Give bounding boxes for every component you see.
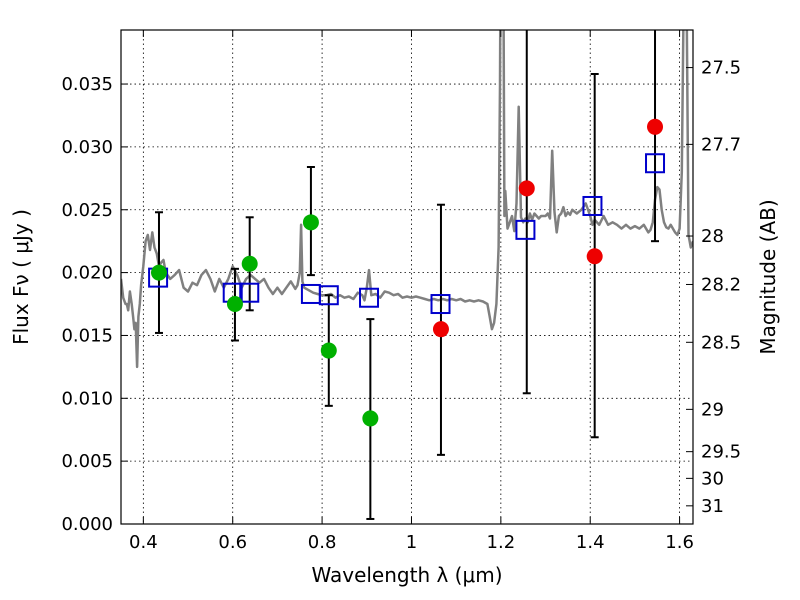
synthetic-square [239, 282, 260, 303]
x-tick-label: 1 [406, 532, 417, 553]
y-axis-title: Flux Fν ( μJy ) [9, 209, 33, 345]
x-tick-label: 0.6 [218, 532, 247, 553]
y2-tick-label: 27.5 [701, 58, 741, 79]
y2-tick-label: 31 [701, 496, 724, 517]
y2-axis-title: Magnitude (AB) [756, 199, 780, 354]
y-tick-label: 0.035 [61, 74, 113, 95]
x-tick-label: 0.4 [129, 532, 158, 553]
synthetic-photometry-squares [148, 153, 666, 315]
optical-point [362, 410, 379, 427]
optical-point [302, 214, 319, 231]
y-tick-label: 0.025 [61, 200, 113, 221]
synthetic-square [582, 195, 603, 216]
y2-tick-label: 28.2 [701, 274, 741, 295]
nir-point [518, 180, 535, 197]
x-tick-label: 1.4 [576, 532, 605, 553]
y-tick-label: 0.015 [61, 325, 113, 346]
nir-point [647, 118, 664, 135]
y-tick-label: 0.000 [61, 514, 113, 535]
y2-tick-label: 29 [701, 399, 724, 420]
x-tick-label: 0.8 [308, 532, 337, 553]
model-spectrum-line [121, 30, 693, 369]
nir-point [432, 321, 449, 338]
y2-tick-label: 28 [701, 226, 724, 247]
optical-point [241, 255, 258, 272]
optical-point [320, 342, 337, 359]
synthetic-square [430, 294, 451, 315]
synthetic-square [318, 285, 339, 306]
x-axis-title: Wavelength λ (μm) [311, 563, 502, 587]
plot-area [121, 30, 693, 520]
x-tick-label: 1.6 [665, 532, 694, 553]
y-tick-label: 0.020 [61, 263, 113, 284]
y-tick-label: 0.030 [61, 137, 113, 158]
plot-frame [120, 29, 694, 525]
y2-tick-label: 27.7 [701, 134, 741, 155]
synthetic-square [515, 219, 536, 240]
optical-point [150, 264, 167, 281]
y2-tick-label: 29.5 [701, 442, 741, 463]
axes: 0.4 0.6 0.8 1 1.2 1.4 1.6 0.000 0.005 0.010 0.015 0… [61, 30, 741, 553]
y-tick-label: 0.010 [61, 388, 113, 409]
measurement-circles [150, 118, 664, 427]
y-tick-label: 0.005 [61, 451, 113, 472]
optical-point [226, 296, 243, 313]
y2-tick-label: 28.5 [701, 332, 741, 353]
y2-tick-label: 30 [701, 468, 724, 489]
x-tick-label: 1.2 [487, 532, 516, 553]
synthetic-square [645, 153, 666, 174]
nir-point [586, 248, 603, 265]
synthetic-square [359, 287, 380, 308]
